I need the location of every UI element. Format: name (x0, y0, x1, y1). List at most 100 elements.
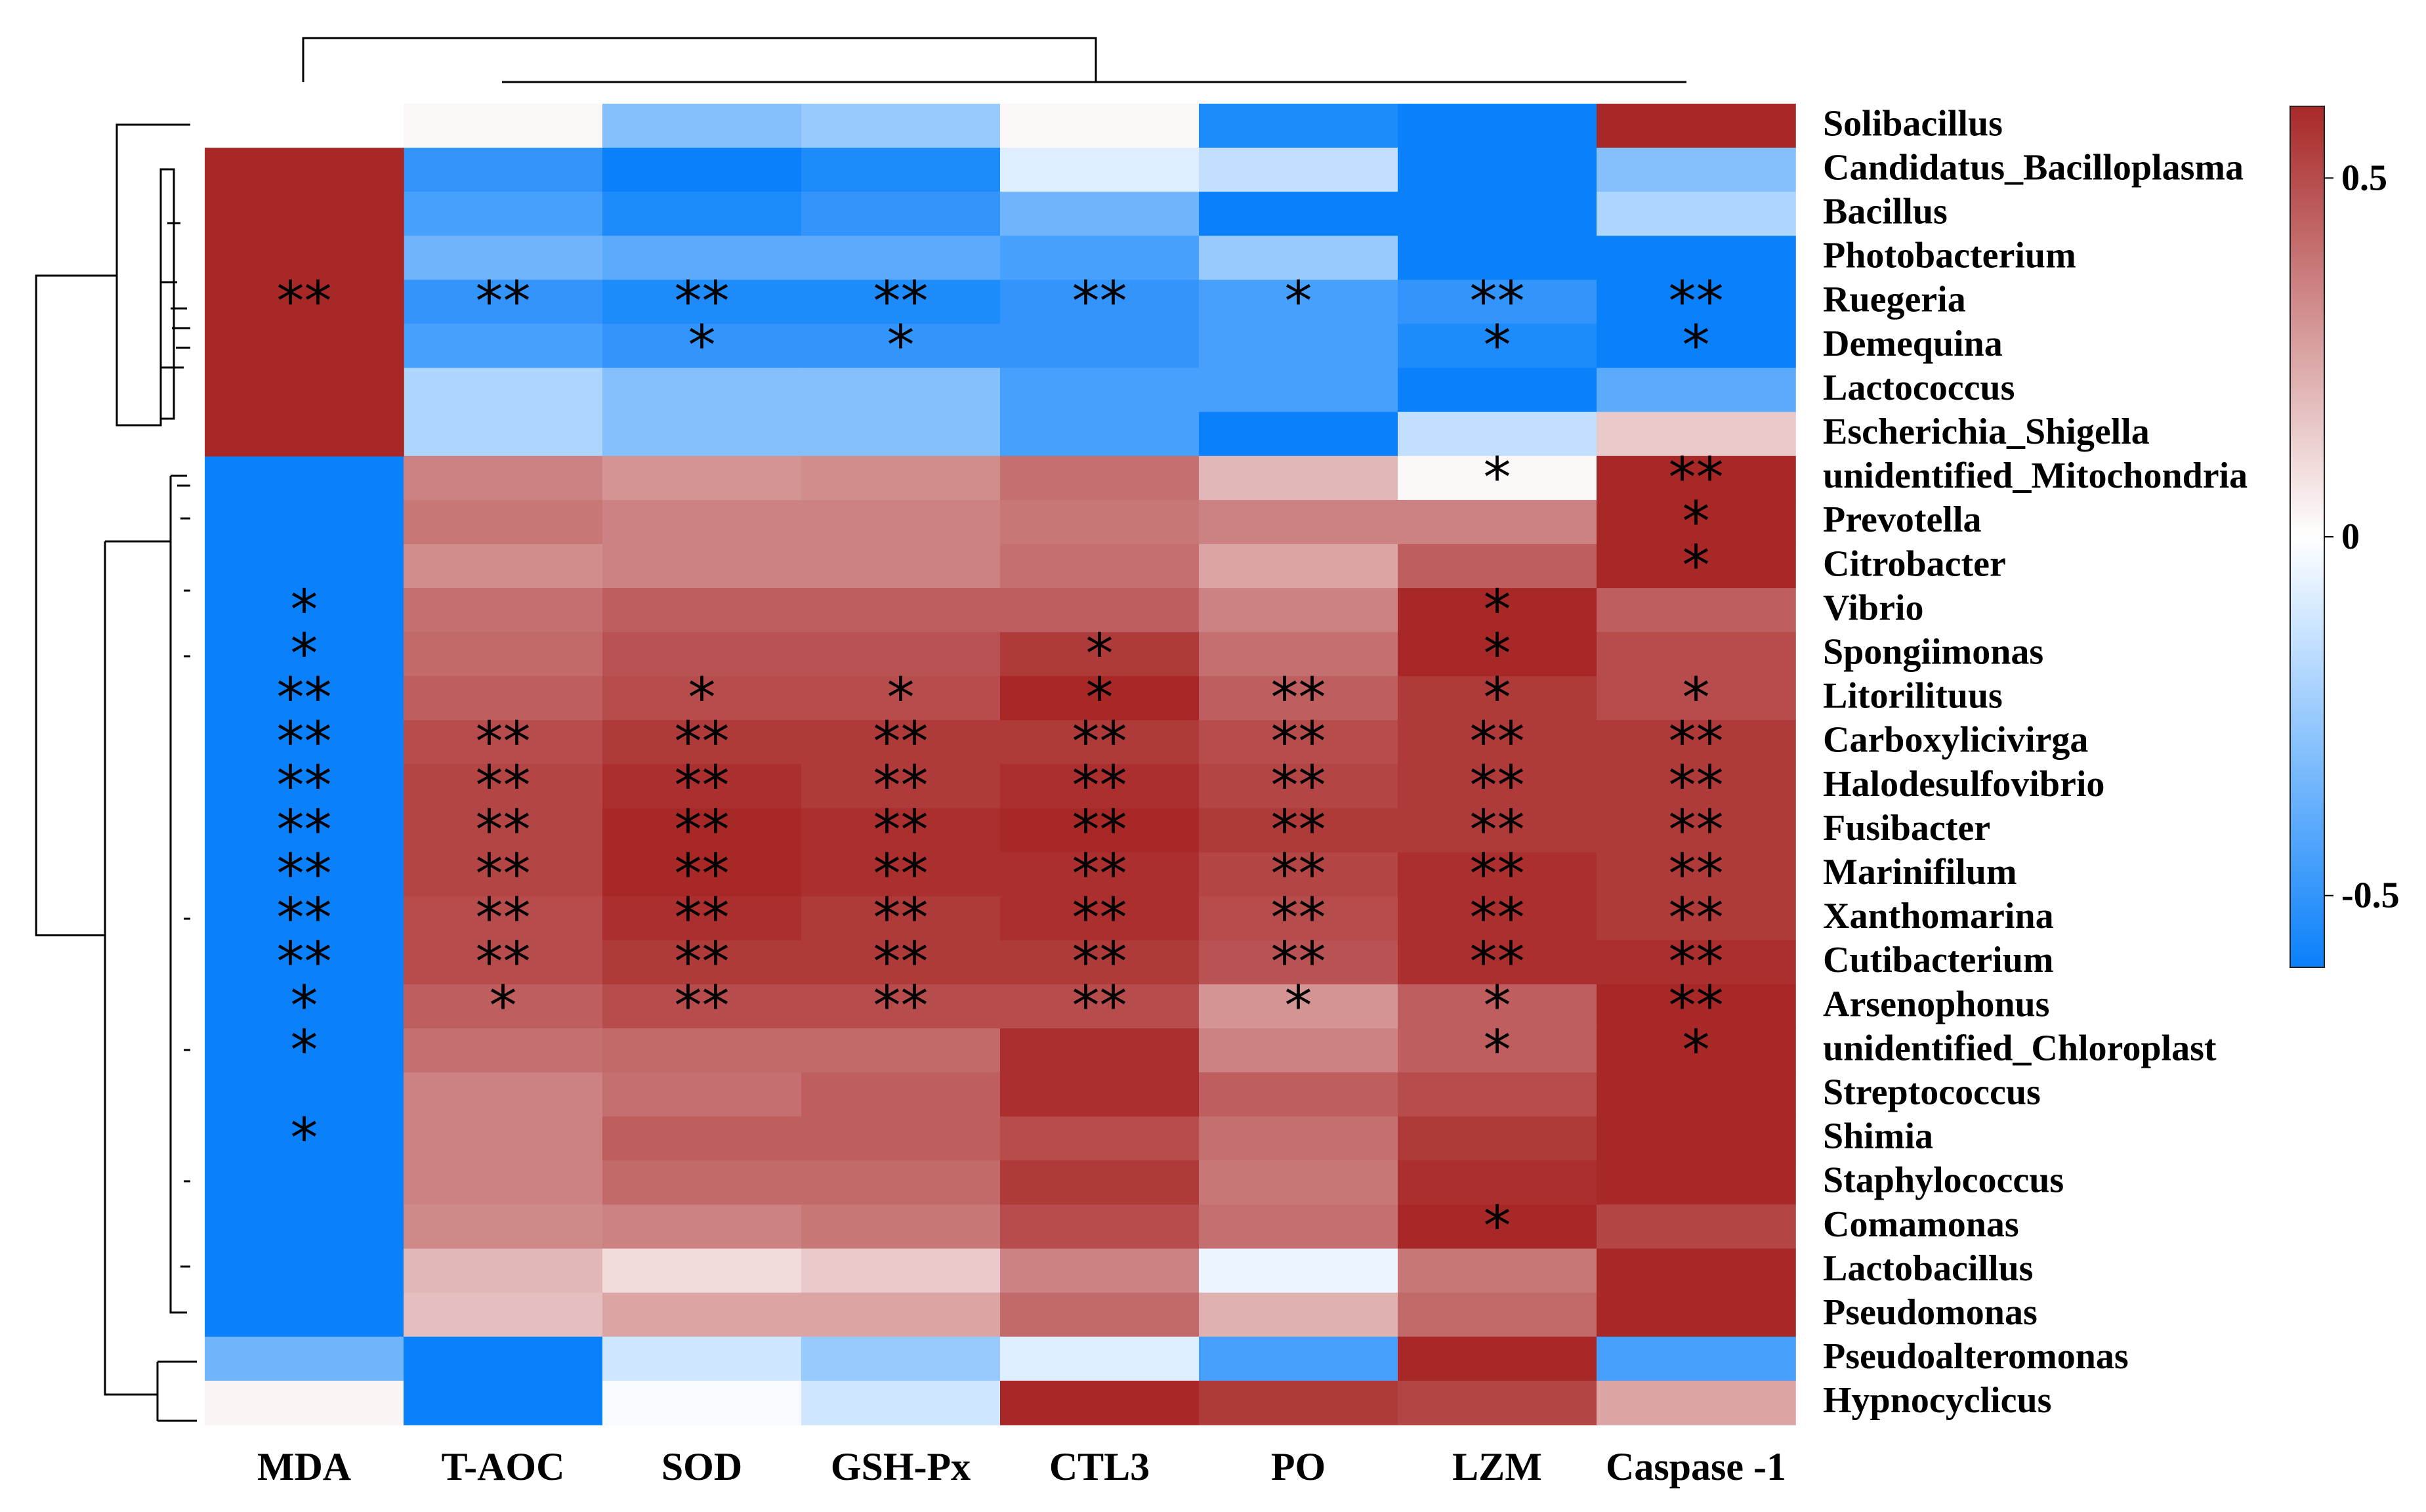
significance-marker: * (1484, 446, 1511, 510)
heatmap-cell (602, 1116, 802, 1162)
heatmap-cell (602, 411, 802, 457)
heatmap-cell (404, 896, 603, 941)
heatmap-cell (1597, 104, 1796, 148)
row-label: Litorilituus (1823, 676, 2003, 717)
heatmap-cell (205, 940, 404, 985)
heatmap-cell (1398, 104, 1597, 148)
heatmap-cell (1398, 1116, 1597, 1162)
heatmap-cell (1199, 411, 1398, 457)
heatmap-cell (404, 499, 603, 545)
heatmap-cell (1597, 764, 1796, 809)
significance-marker: ** (1072, 886, 1127, 950)
heatmap-cell (205, 1072, 404, 1118)
column-label: SOD (661, 1445, 742, 1488)
significance-marker: ** (675, 269, 730, 333)
heatmap-cell (1199, 1160, 1398, 1206)
significance-marker: * (1285, 974, 1312, 1038)
significance-marker: ** (1072, 753, 1127, 818)
heatmap-cell (801, 1292, 1001, 1337)
heatmap-cell (1597, 632, 1796, 677)
heatmap-cell (602, 1072, 802, 1118)
significance-marker: ** (675, 841, 730, 906)
heatmap-cell (1597, 940, 1796, 985)
heatmap-cell (1199, 632, 1398, 677)
heatmap-cell (801, 632, 1001, 677)
heatmap-cell (1597, 896, 1796, 941)
heatmap-cell (1398, 1072, 1597, 1118)
significance-marker: ** (476, 269, 531, 333)
row-label: Cutibacterium (1823, 940, 2054, 980)
heatmap-cell (1398, 192, 1597, 237)
heatmap-cell (801, 676, 1001, 721)
significance-marker: ** (476, 930, 531, 994)
heatmap-cell (1597, 411, 1796, 457)
significance-marker: ** (873, 797, 929, 862)
column-label: Caspase -1 (1606, 1445, 1786, 1488)
heatmap-cell (1000, 940, 1200, 985)
heatmap-cell (801, 764, 1001, 809)
heatmap-cell (1199, 192, 1398, 237)
heatmap-cell (801, 1072, 1001, 1118)
column-label: T-AOC (442, 1445, 565, 1488)
heatmap-cell (205, 1116, 404, 1162)
significance-marker: ** (873, 753, 929, 818)
significance-marker: ** (277, 797, 332, 862)
column-dendrogram (302, 37, 1686, 83)
significance-marker: * (1484, 621, 1511, 686)
heatmap-cell (602, 632, 802, 677)
significance-marker: * (291, 1018, 318, 1082)
heatmap-cell (205, 499, 404, 545)
heatmap-cell (1398, 588, 1597, 633)
heatmap-cell (1398, 1248, 1597, 1293)
heatmap-cell (1398, 1380, 1597, 1425)
colorbar (2290, 106, 2325, 968)
significance-marker: ** (1470, 841, 1525, 906)
heatmap-cell (1398, 411, 1597, 457)
row-labels: SolibacillusCandidatus_BacilloplasmaBaci… (1823, 103, 2248, 1421)
heatmap-cell (1398, 984, 1597, 1029)
heatmap-cell (1000, 852, 1200, 897)
row-label: Xanthomarina (1823, 896, 2054, 936)
heatmap-cell (404, 1380, 603, 1425)
heatmap-cell (1597, 1292, 1796, 1337)
significance-marker: * (1086, 665, 1114, 730)
significance-marker: ** (1072, 974, 1127, 1038)
significance-marker: * (1683, 665, 1710, 730)
heatmap-cell (404, 368, 603, 413)
significance-marker: * (1484, 1018, 1511, 1082)
significance-marker: ** (675, 753, 730, 818)
heatmap-cell (1597, 984, 1796, 1029)
heatmap-cell (602, 148, 802, 192)
heatmap-cell (1000, 632, 1200, 677)
heatmap-cell (1000, 368, 1200, 413)
heatmap-cell (1000, 676, 1200, 721)
heatmap-cell (1000, 455, 1200, 501)
significance-marker: ** (277, 753, 332, 818)
heatmap-cell (1398, 1204, 1597, 1250)
heatmap-cell (1000, 324, 1200, 369)
heatmap-cell (1000, 1248, 1200, 1293)
heatmap-cell (602, 1204, 802, 1250)
significance-marker: ** (1669, 753, 1724, 818)
heatmap-cell (1199, 148, 1398, 192)
heatmap-cell (801, 852, 1001, 897)
significance-marker: ** (277, 709, 332, 774)
heatmap-cell (1199, 104, 1398, 148)
heatmap-cell (1398, 1160, 1597, 1206)
heatmap-cell (1000, 764, 1200, 809)
row-label: unidentified_Mitochondria (1823, 455, 2248, 496)
heatmap-cell (1199, 588, 1398, 633)
significance-marker: * (1683, 313, 1710, 377)
heatmap-cell (205, 852, 404, 897)
heatmap-cell (801, 236, 1001, 281)
heatmap-cell (404, 104, 603, 148)
significance-marker: ** (1470, 709, 1525, 774)
heatmap-cell (404, 1248, 603, 1293)
heatmap-cell (1000, 236, 1200, 281)
heatmap-cell (1597, 808, 1796, 853)
significance-marker: * (688, 313, 716, 377)
heatmap-cell (1597, 455, 1796, 501)
heatmap-cell (1597, 544, 1796, 589)
heatmap-cell (205, 676, 404, 721)
significance-marker: ** (1470, 269, 1525, 333)
